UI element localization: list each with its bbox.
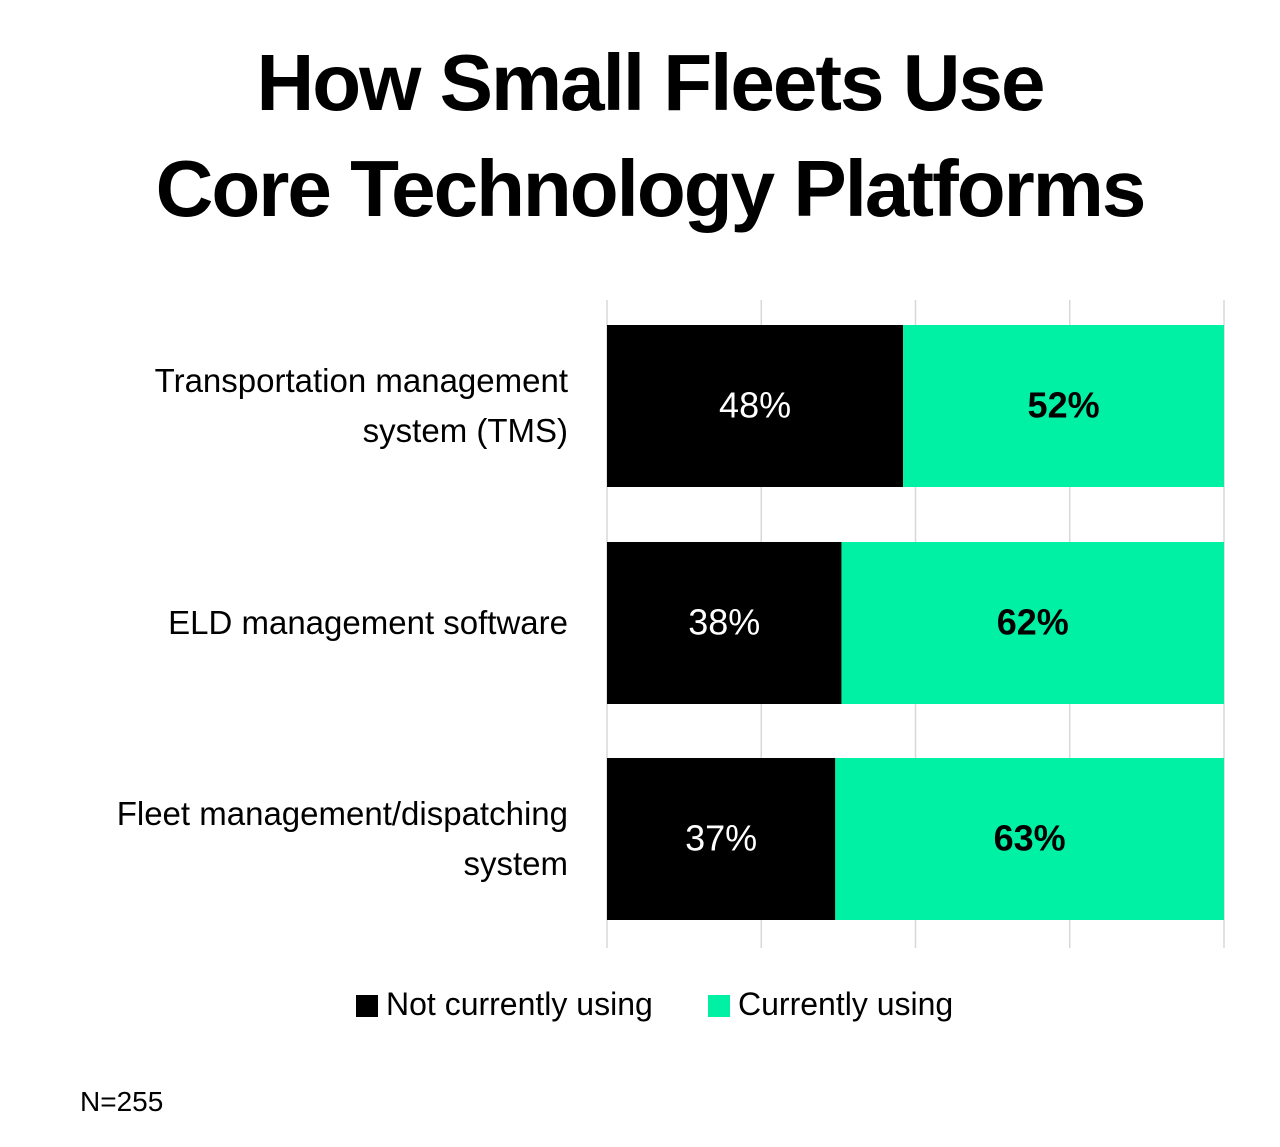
legend-item: Currently using [708, 986, 953, 1023]
category-label: Fleet management/dispatching system [116, 795, 568, 882]
category-label: Transportation management system (TMS) [154, 362, 568, 449]
value-label: 38% [688, 602, 760, 643]
legend-label: Currently using [738, 986, 954, 1022]
chart-title: How Small Fleets Use Core Technology Pla… [155, 38, 1147, 233]
bar-segment [607, 758, 836, 920]
bar-segment [903, 325, 1224, 487]
legend-swatch [356, 995, 378, 1017]
legend-swatch [708, 995, 730, 1017]
value-label: 52% [1028, 385, 1100, 426]
legend-label: Not currently using [386, 986, 653, 1022]
value-label: 37% [685, 818, 757, 859]
bar-segment [841, 542, 1224, 704]
note: N=255 [80, 1086, 164, 1117]
bar-segment [607, 542, 842, 704]
bar-segment [607, 325, 904, 487]
value-label: 48% [719, 385, 791, 426]
value-label: 62% [997, 602, 1069, 643]
legend-item: Not currently using [356, 986, 653, 1023]
category-label: ELD management software [168, 604, 568, 641]
value-label: 63% [994, 818, 1066, 859]
bar-segment [835, 758, 1224, 920]
